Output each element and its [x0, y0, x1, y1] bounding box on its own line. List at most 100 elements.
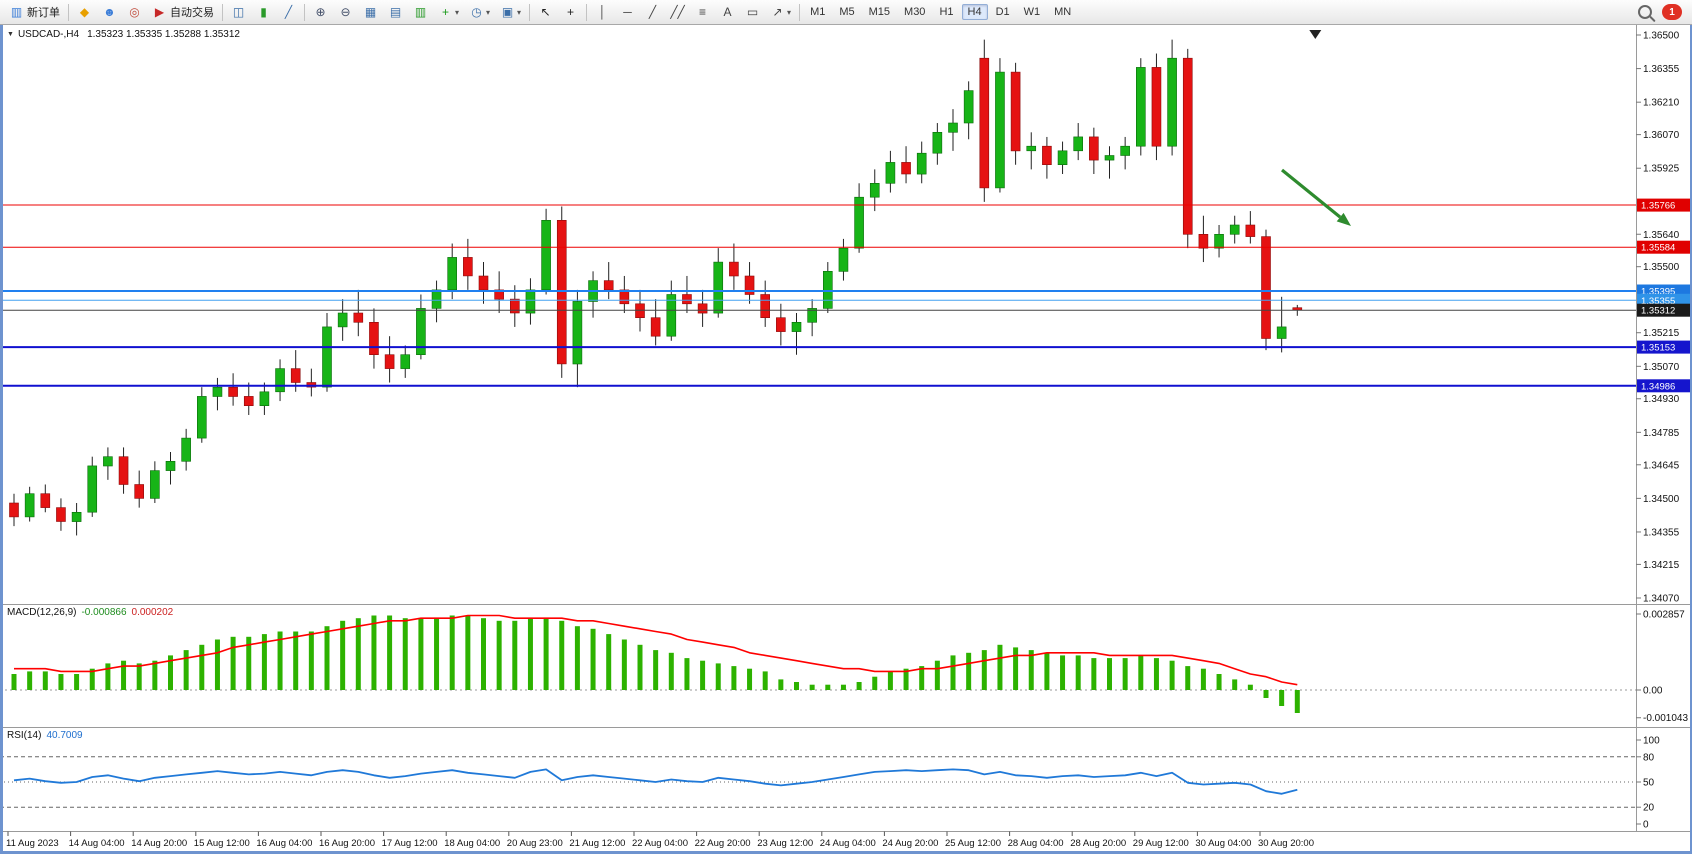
toolbar-separator	[529, 3, 531, 21]
zoom-out-button[interactable]: ⊖	[333, 3, 358, 21]
community-icon: ◎	[129, 5, 140, 19]
candlestick-chart-button[interactable]: ▮	[251, 3, 276, 21]
svg-text:0: 0	[1643, 820, 1649, 831]
green-arrow-annotation[interactable]	[1280, 168, 1351, 226]
notification-badge[interactable]: 1	[1662, 4, 1682, 20]
timeframe-button-h4[interactable]: H4	[961, 4, 988, 20]
hline-objects[interactable]	[0, 204, 1636, 387]
macd-signal-value: 0.000202	[131, 607, 174, 618]
svg-text:20: 20	[1643, 803, 1655, 814]
timeframe-button-w1[interactable]: W1	[1023, 6, 1041, 18]
timeframe-button-m15[interactable]: M15	[868, 6, 891, 18]
chevron-down-icon: ▾	[455, 7, 460, 17]
svg-text:14 Aug 20:00: 14 Aug 20:00	[131, 838, 187, 849]
svg-text:1.34986: 1.34986	[1641, 381, 1675, 392]
svg-text:16 Aug 04:00: 16 Aug 04:00	[256, 838, 312, 849]
macd-indicator-label: MACD(12,26,9) -0.000866 0.000202	[7, 607, 173, 618]
text-icon: A	[723, 5, 732, 19]
svg-text:1.35215: 1.35215	[1643, 328, 1680, 339]
arrange-charts-icon: ▤	[389, 5, 402, 19]
horizontal-line-button[interactable]: ─	[615, 3, 640, 21]
svg-text:1.35500: 1.35500	[1643, 262, 1680, 273]
svg-text:28 Aug 20:00: 28 Aug 20:00	[1070, 838, 1126, 849]
label-icon: ▭	[746, 5, 759, 19]
crosshair-button[interactable]: +	[558, 3, 583, 21]
svg-text:1.35312: 1.35312	[1641, 306, 1675, 317]
channel-icon: ╱╱	[670, 5, 685, 19]
label-button[interactable]: ▭	[740, 3, 765, 21]
toolbar-separator	[586, 3, 588, 21]
line-chart-button[interactable]: ╱	[276, 3, 301, 21]
timeframe-button-d1[interactable]: D1	[995, 6, 1010, 18]
shift-chart-icon: ▥	[414, 5, 427, 19]
periods-button[interactable]: ◷ ▾	[464, 3, 495, 21]
tile-windows-icon: ▦	[364, 5, 377, 19]
chart-ohlc-header: ▼ USDCAD-,H4 1.35323 1.35335 1.35288 1.353…	[7, 29, 240, 40]
trendline-button[interactable]: ╱	[640, 3, 665, 21]
chart-canvas[interactable]: 1.36500 1.36355 1.36210 1.36070 1.35925 1.356…	[0, 24, 1692, 854]
community-button[interactable]: ◎	[122, 3, 147, 21]
line-chart-icon: ╱	[284, 5, 293, 19]
search-icon[interactable]	[1638, 5, 1652, 19]
svg-text:1.34785: 1.34785	[1643, 428, 1680, 439]
cursor-button[interactable]: ↖	[533, 3, 558, 21]
svg-text:1.36500: 1.36500	[1643, 31, 1680, 42]
svg-text:23 Aug 12:00: 23 Aug 12:00	[757, 838, 813, 849]
svg-text:0.00: 0.00	[1643, 686, 1663, 697]
arrows-icon: ↗	[772, 5, 783, 19]
vertical-line-icon: │	[598, 5, 607, 19]
svg-text:1.35070: 1.35070	[1643, 362, 1680, 373]
svg-text:30 Aug 20:00: 30 Aug 20:00	[1258, 838, 1314, 849]
text-button[interactable]: A	[715, 3, 740, 21]
svg-text:1.36070: 1.36070	[1643, 130, 1680, 141]
arrange-charts-button[interactable]: ▤	[383, 3, 408, 21]
chevron-down-icon: ▾	[486, 7, 491, 17]
timeframe-button-h1[interactable]: H1	[939, 6, 954, 18]
auto-trading-button[interactable]: ▶ 自动交易	[147, 2, 219, 22]
candlestick-chart-icon: ▮	[260, 5, 267, 19]
svg-text:0.002857: 0.002857	[1643, 610, 1685, 621]
vertical-line-button[interactable]: │	[590, 3, 615, 21]
svg-text:14 Aug 04:00: 14 Aug 04:00	[69, 838, 125, 849]
chart-symbol-period: USDCAD-,H4	[17, 29, 80, 40]
channel-button[interactable]: ╱╱	[665, 3, 690, 21]
zoom-out-icon: ⊖	[340, 5, 351, 19]
fibonacci-button[interactable]: ≡	[690, 3, 715, 21]
cursor-icon: ↖	[540, 5, 551, 19]
mql5-icon: ◆	[79, 5, 90, 19]
timeframe-button-m30[interactable]: M30	[904, 6, 926, 18]
bar-chart-button[interactable]: ◫	[226, 3, 251, 21]
end-of-data-marker[interactable]	[1309, 30, 1322, 39]
shift-chart-button[interactable]: ▥	[408, 3, 433, 21]
rsi-indicator-label: RSI(14) 40.7009	[7, 730, 83, 741]
templates-button[interactable]: ▣ ▾	[495, 3, 526, 21]
chart-collapse-icon[interactable]: ▼	[7, 31, 14, 38]
svg-text:28 Aug 04:00: 28 Aug 04:00	[1008, 838, 1064, 849]
svg-text:24 Aug 20:00: 24 Aug 20:00	[882, 838, 938, 849]
new-order-button[interactable]: ▥ 新订单	[4, 2, 65, 22]
mql5-button[interactable]: ◆	[72, 3, 97, 21]
indicators-button[interactable]: + ▾	[433, 3, 464, 21]
svg-text:1.36210: 1.36210	[1643, 98, 1680, 109]
svg-text:1.34930: 1.34930	[1643, 394, 1680, 405]
timeframe-group: M1 M5 M15 M30 H1 H4 D1 W1 MN	[803, 4, 1078, 20]
timeframe-button-m1[interactable]: M1	[810, 6, 826, 18]
profile-button[interactable]: ☻	[97, 3, 122, 21]
time-axis: 11 Aug 2023 14 Aug 04:00 14 Aug 20:00 15 Au…	[6, 831, 1314, 849]
auto-trading-label: 自动交易	[170, 7, 214, 19]
panel-separators	[0, 24, 1692, 832]
rsi-value: 40.7009	[46, 730, 83, 741]
timeframe-button-mn[interactable]: MN	[1054, 6, 1072, 18]
price-axis: 1.36500 1.36355 1.36210 1.36070 1.35925 1.356…	[1636, 31, 1680, 605]
timeframe-button-m5[interactable]: M5	[839, 6, 855, 18]
new-order-label: 新订单	[27, 7, 60, 19]
templates-icon: ▣	[501, 5, 514, 19]
svg-text:1.34645: 1.34645	[1643, 460, 1680, 471]
zoom-in-button[interactable]: ⊕	[308, 3, 333, 21]
chart-ohlc-values: 1.35323 1.35335 1.35288 1.35312	[87, 29, 240, 40]
tile-windows-button[interactable]: ▦	[358, 3, 383, 21]
arrows-button[interactable]: ↗ ▾	[765, 3, 796, 21]
svg-text:22 Aug 04:00: 22 Aug 04:00	[632, 838, 688, 849]
indicators-icon: +	[441, 5, 449, 19]
svg-text:80: 80	[1643, 752, 1655, 763]
